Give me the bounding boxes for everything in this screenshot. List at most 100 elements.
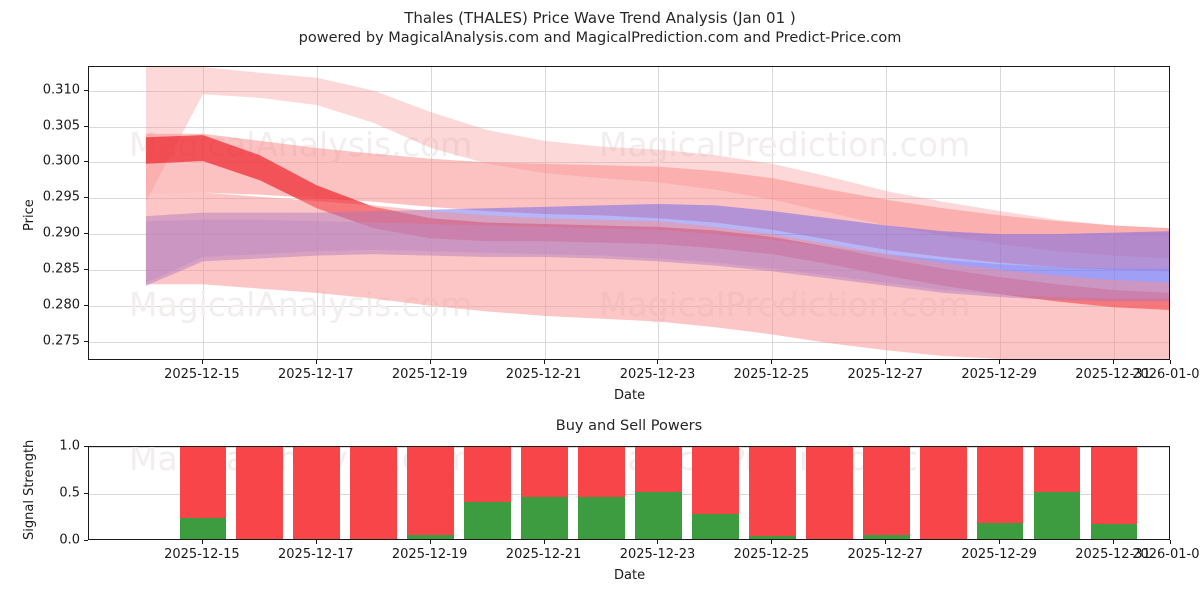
price-ytick-label-3: 0.290 xyxy=(42,225,80,241)
price-xtick-label-6: 2025-12-27 xyxy=(847,367,924,382)
power-bar[interactable] xyxy=(692,447,739,539)
powers-xtick-label-4: 2025-12-23 xyxy=(619,547,696,562)
powers-xtick-mark-9 xyxy=(1170,540,1171,544)
page-subtitle: powered by MagicalAnalysis.com and Magic… xyxy=(298,30,902,46)
sell-power-segment xyxy=(976,447,1024,524)
price-xtick-mark-4 xyxy=(657,360,658,364)
powers-xtick-mark-7 xyxy=(999,540,1000,544)
powers-chart-x-axis-label: Date xyxy=(614,568,646,583)
price-xtick-mark-5 xyxy=(771,360,772,364)
buy-power-segment xyxy=(407,535,455,539)
power-bar[interactable] xyxy=(236,447,284,539)
price-ytick-label-7: 0.310 xyxy=(42,82,80,98)
price-xtick-mark-2 xyxy=(430,360,431,364)
price-xtick-mark-1 xyxy=(316,360,317,364)
powers-chart-title: Buy and Sell Powers xyxy=(555,418,703,434)
price-xtick-mark-8 xyxy=(1113,360,1114,364)
sell-power-segment xyxy=(862,447,910,536)
powers-chart-y-axis-label: Signal Strength xyxy=(22,439,37,540)
price-ytick-mark-2 xyxy=(84,269,88,270)
price-xtick-label-3: 2025-12-21 xyxy=(505,367,582,382)
buy-power-segment xyxy=(521,496,568,539)
powers-ytick-mark-0 xyxy=(84,540,88,541)
buy-power-segment xyxy=(692,513,739,539)
price-xtick-label-9: 2026-01-01 xyxy=(1132,367,1200,382)
powers-ytick-label-2: 1.0 xyxy=(59,438,80,454)
price-gridline-h-0 xyxy=(89,342,1169,343)
power-bar[interactable] xyxy=(521,447,568,539)
powers-gridline-h-2 xyxy=(89,447,1169,448)
powers-xtick-label-9: 2026-01-01 xyxy=(1132,547,1200,562)
price-xtick-label-7: 2025-12-29 xyxy=(961,367,1037,382)
power-bar[interactable] xyxy=(976,447,1024,539)
powers-gridline-h-1 xyxy=(89,494,1169,495)
price-gridline-h-5 xyxy=(89,162,1169,163)
price-xtick-label-1: 2025-12-17 xyxy=(278,367,354,382)
power-bar[interactable] xyxy=(179,447,227,539)
powers-xtick-label-5: 2025-12-25 xyxy=(733,547,810,562)
powers-ytick-label-1: 0.5 xyxy=(59,485,80,501)
power-bar[interactable] xyxy=(635,447,682,539)
price-ytick-mark-6 xyxy=(84,126,88,127)
powers-xtick-mark-2 xyxy=(430,540,431,544)
powers-xtick-mark-5 xyxy=(771,540,772,544)
power-bar[interactable] xyxy=(407,447,455,539)
sell-power-segment xyxy=(350,447,398,539)
buy-power-segment xyxy=(578,496,625,539)
sell-power-segment xyxy=(1090,447,1138,524)
powers-xtick-mark-8 xyxy=(1113,540,1114,544)
power-bar[interactable] xyxy=(805,447,853,539)
powers-xtick-label-6: 2025-12-27 xyxy=(847,547,924,562)
price-xtick-mark-7 xyxy=(999,360,1000,364)
price-xtick-label-4: 2025-12-23 xyxy=(619,367,696,382)
power-bar[interactable] xyxy=(862,447,910,539)
page-title: Thales (THALES) Price Wave Trend Analysi… xyxy=(404,9,796,27)
powers-xtick-label-2: 2025-12-19 xyxy=(391,547,468,562)
powers-ytick-label-0: 0.0 xyxy=(59,532,80,548)
price-ytick-label-6: 0.305 xyxy=(42,118,80,134)
price-gridline-h-7 xyxy=(89,91,1169,92)
price-xtick-label-2: 2025-12-19 xyxy=(391,367,468,382)
price-ytick-label-5: 0.300 xyxy=(42,153,80,169)
power-bar[interactable] xyxy=(919,447,967,539)
price-ytick-mark-0 xyxy=(84,341,88,342)
powers-xtick-mark-4 xyxy=(657,540,658,544)
buy-power-segment xyxy=(976,523,1024,539)
price-ytick-label-2: 0.285 xyxy=(42,261,80,277)
price-gridline-h-6 xyxy=(89,127,1169,128)
buy-power-segment xyxy=(464,502,511,539)
sell-power-segment xyxy=(293,447,341,539)
powers-ytick-mark-1 xyxy=(84,493,88,494)
price-gridline-v-7 xyxy=(1000,67,1001,359)
price-ytick-mark-4 xyxy=(84,197,88,198)
price-xtick-mark-0 xyxy=(202,360,203,364)
power-bar[interactable] xyxy=(293,447,341,539)
power-bar[interactable] xyxy=(1090,447,1138,539)
price-ytick-label-4: 0.295 xyxy=(42,189,80,205)
sell-power-segment xyxy=(805,447,853,539)
sell-power-segment xyxy=(578,447,625,497)
price-band-red-mid-upper xyxy=(145,133,1169,272)
price-xtick-mark-3 xyxy=(544,360,545,364)
powers-xtick-label-0: 2025-12-15 xyxy=(164,547,240,562)
power-bar[interactable] xyxy=(350,447,398,539)
buy-power-segment xyxy=(635,492,682,539)
sell-power-segment xyxy=(521,447,568,497)
price-xtick-label-8: 2025-12-31 xyxy=(1075,367,1151,382)
power-bar[interactable] xyxy=(464,447,511,539)
power-bar[interactable] xyxy=(1033,447,1081,539)
power-bar[interactable] xyxy=(578,447,625,539)
buy-power-segment xyxy=(862,535,910,539)
sell-power-segment xyxy=(749,447,796,537)
powers-xtick-label-8: 2025-12-31 xyxy=(1075,547,1151,562)
price-xtick-label-5: 2025-12-25 xyxy=(733,367,810,382)
sell-power-segment xyxy=(407,447,455,536)
power-bar[interactable] xyxy=(749,447,796,539)
powers-xtick-mark-1 xyxy=(316,540,317,544)
price-chart-plot-area: MagicalAnalysis.com MagicalPrediction.com… xyxy=(88,66,1170,360)
price-band-red-lower-outer xyxy=(145,192,1169,359)
powers-xtick-mark-6 xyxy=(885,540,886,544)
price-chart-x-axis-label: Date xyxy=(614,388,646,403)
